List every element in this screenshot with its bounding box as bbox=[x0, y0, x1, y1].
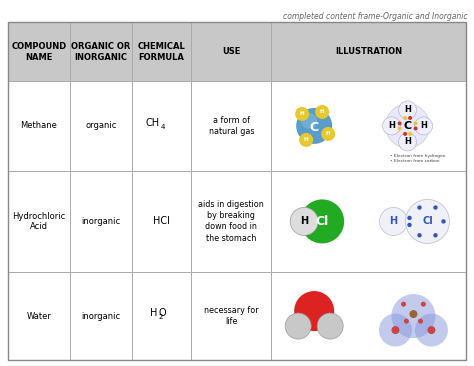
Circle shape bbox=[403, 116, 407, 120]
Circle shape bbox=[300, 199, 344, 243]
Circle shape bbox=[433, 233, 438, 238]
Circle shape bbox=[414, 126, 418, 130]
Bar bbox=[132, 22, 191, 81]
Text: ORGANIC OR
INORGANIC: ORGANIC OR INORGANIC bbox=[71, 41, 130, 61]
Circle shape bbox=[433, 205, 438, 210]
Circle shape bbox=[317, 313, 343, 339]
Text: H: H bbox=[404, 138, 411, 146]
Circle shape bbox=[398, 126, 401, 130]
Circle shape bbox=[301, 113, 317, 129]
Text: COMPOUND
NAME: COMPOUND NAME bbox=[11, 41, 66, 61]
Text: • Electron from hydrogen
• Electron from carbon: • Electron from hydrogen • Electron from… bbox=[390, 154, 445, 163]
Text: H: H bbox=[388, 122, 395, 130]
Circle shape bbox=[410, 310, 418, 318]
Circle shape bbox=[380, 208, 408, 235]
Circle shape bbox=[379, 314, 412, 347]
Text: ILLUSTRATION: ILLUSTRATION bbox=[335, 47, 402, 56]
Circle shape bbox=[315, 105, 329, 119]
Circle shape bbox=[404, 319, 409, 324]
Text: necessary for
life: necessary for life bbox=[204, 306, 259, 326]
Bar bbox=[70, 81, 132, 171]
Bar bbox=[70, 171, 132, 272]
Text: H: H bbox=[150, 308, 157, 318]
Circle shape bbox=[290, 208, 318, 235]
Bar bbox=[8, 171, 70, 272]
Circle shape bbox=[294, 291, 334, 331]
Text: H: H bbox=[326, 131, 330, 137]
Text: H: H bbox=[304, 138, 309, 142]
Circle shape bbox=[415, 117, 433, 135]
Text: H: H bbox=[404, 105, 411, 115]
Bar bbox=[8, 81, 70, 171]
Circle shape bbox=[386, 104, 429, 148]
Bar bbox=[271, 81, 466, 171]
Circle shape bbox=[417, 233, 422, 238]
Bar bbox=[191, 171, 271, 272]
Text: aids in digestion
by breaking
down food in
the stomach: aids in digestion by breaking down food … bbox=[199, 200, 264, 243]
Circle shape bbox=[399, 133, 417, 151]
Circle shape bbox=[403, 132, 407, 136]
Circle shape bbox=[321, 127, 335, 141]
Circle shape bbox=[392, 326, 400, 334]
Circle shape bbox=[285, 313, 311, 339]
Bar bbox=[132, 272, 191, 360]
Text: Methane: Methane bbox=[20, 122, 57, 130]
Bar bbox=[132, 81, 191, 171]
Text: organic: organic bbox=[85, 122, 117, 130]
Circle shape bbox=[405, 199, 449, 243]
Text: a form of
natural gas: a form of natural gas bbox=[209, 116, 254, 136]
Text: CH: CH bbox=[146, 118, 159, 128]
Circle shape bbox=[401, 302, 406, 307]
Text: inorganic: inorganic bbox=[81, 217, 120, 226]
Circle shape bbox=[299, 133, 313, 147]
Text: H: H bbox=[320, 109, 325, 115]
Text: completed content frame-Organic and Inorganic: completed content frame-Organic and Inor… bbox=[283, 12, 468, 21]
Bar bbox=[8, 272, 70, 360]
Circle shape bbox=[417, 205, 422, 210]
Text: O: O bbox=[159, 308, 166, 318]
Circle shape bbox=[428, 326, 436, 334]
Circle shape bbox=[383, 117, 401, 135]
Text: H: H bbox=[300, 216, 308, 227]
Circle shape bbox=[296, 108, 332, 144]
Circle shape bbox=[441, 219, 446, 224]
Text: Hydrochloric
Acid: Hydrochloric Acid bbox=[12, 212, 65, 231]
Circle shape bbox=[392, 294, 436, 338]
Text: inorganic: inorganic bbox=[81, 311, 120, 321]
Circle shape bbox=[295, 107, 309, 121]
Bar bbox=[132, 171, 191, 272]
Circle shape bbox=[415, 314, 448, 347]
Text: C: C bbox=[403, 121, 411, 131]
Circle shape bbox=[408, 116, 412, 120]
Bar bbox=[271, 22, 466, 81]
Bar bbox=[70, 272, 132, 360]
Circle shape bbox=[414, 122, 418, 126]
Bar bbox=[8, 22, 70, 81]
Circle shape bbox=[398, 122, 401, 126]
Text: 4: 4 bbox=[160, 124, 165, 130]
Text: Water: Water bbox=[27, 311, 51, 321]
Text: USE: USE bbox=[222, 47, 240, 56]
Text: H: H bbox=[300, 111, 304, 116]
Text: Cl: Cl bbox=[316, 215, 329, 228]
Bar bbox=[191, 272, 271, 360]
Circle shape bbox=[408, 132, 412, 136]
Text: C: C bbox=[310, 122, 319, 134]
Bar bbox=[271, 171, 466, 272]
Bar bbox=[191, 22, 271, 81]
Text: Cl: Cl bbox=[422, 216, 433, 227]
Text: H: H bbox=[420, 122, 427, 130]
Text: 2: 2 bbox=[158, 314, 163, 320]
Circle shape bbox=[399, 101, 417, 119]
Text: HCl: HCl bbox=[153, 216, 170, 227]
Bar bbox=[271, 272, 466, 360]
Text: CHEMICAL
FORMULA: CHEMICAL FORMULA bbox=[137, 41, 185, 61]
Circle shape bbox=[421, 302, 426, 307]
Circle shape bbox=[418, 319, 423, 324]
Circle shape bbox=[407, 223, 412, 227]
Circle shape bbox=[407, 216, 412, 220]
Text: H: H bbox=[390, 216, 398, 227]
Bar bbox=[191, 81, 271, 171]
Bar bbox=[70, 22, 132, 81]
